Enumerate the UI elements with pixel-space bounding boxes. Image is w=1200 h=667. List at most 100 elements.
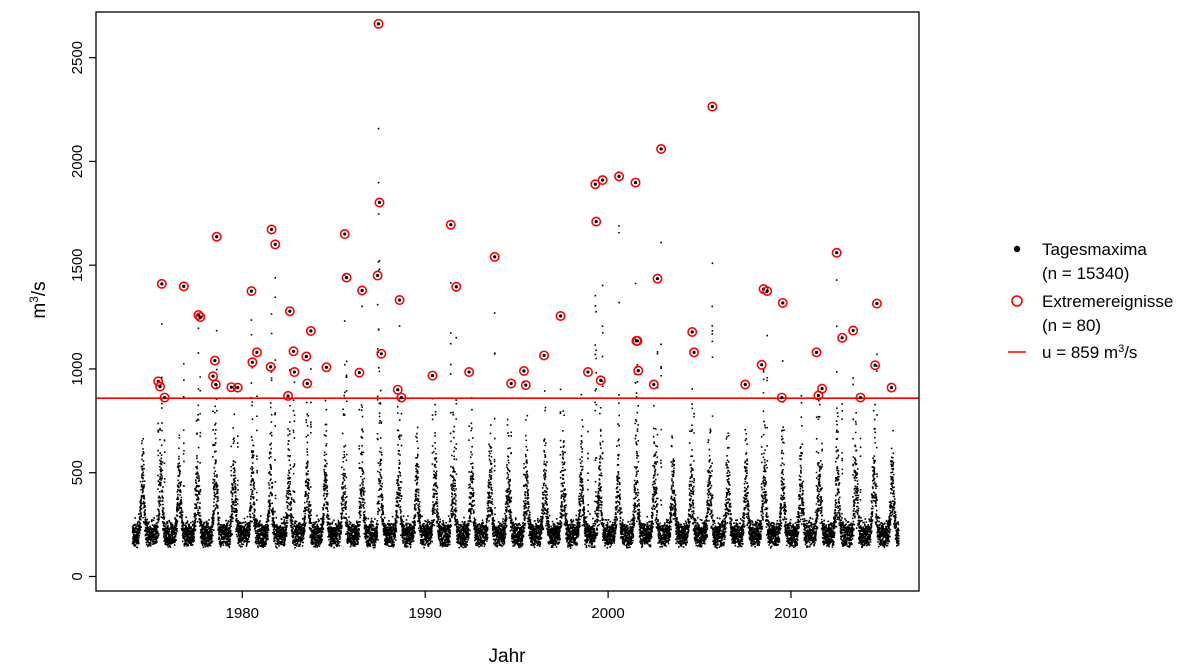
extreme-point [246, 286, 257, 297]
extreme-point [283, 390, 294, 401]
extreme-point-dot [522, 369, 526, 373]
extreme-point-dot [215, 235, 219, 239]
extreme-point-dot [291, 349, 296, 353]
extreme-point-dot [840, 336, 844, 340]
extreme-point [321, 362, 332, 373]
extreme-point-dot [236, 386, 240, 390]
extreme-point-dot [162, 395, 167, 400]
extreme-point [489, 251, 500, 262]
extreme-point [652, 273, 663, 284]
extreme-point [777, 297, 788, 308]
extreme-point-dot [360, 288, 364, 293]
extreme-point-dot [198, 315, 202, 319]
extreme-point-dot [213, 359, 217, 363]
extreme-point-dot [586, 370, 590, 374]
extreme-point [288, 346, 299, 357]
y-tick-label: 2000 [69, 145, 86, 178]
extreme-point [354, 367, 365, 378]
y-axis-title-tail: /s [29, 281, 50, 296]
y-axis-title-base: m [29, 303, 50, 319]
extreme-point [776, 392, 787, 403]
extreme-point [886, 382, 897, 393]
extreme-point-dot [250, 360, 254, 364]
extreme-point [870, 360, 881, 371]
extreme-point [597, 175, 608, 186]
extreme-point [464, 367, 475, 378]
extreme-point [855, 392, 866, 403]
extreme-point-dot [343, 232, 347, 236]
extreme-point [193, 309, 204, 320]
extreme-point [284, 306, 295, 317]
extreme-point-dot [211, 374, 215, 378]
extreme-point-dot [509, 381, 513, 386]
extreme-point-dot [309, 329, 313, 333]
extreme-point-dot [255, 350, 259, 354]
extreme-point [591, 216, 602, 227]
extreme-point-dot [229, 385, 233, 389]
extreme-point-dot [376, 273, 380, 278]
extreme-point [270, 239, 281, 250]
extreme-point [687, 327, 698, 338]
extreme-point [689, 347, 700, 358]
x-axis: 1980 1990 2000 2010 [226, 591, 808, 622]
extreme-point-dot [617, 174, 621, 178]
extreme-point [445, 219, 456, 230]
extreme-point-dot [449, 223, 453, 227]
x-tick-label: 2000 [591, 605, 624, 622]
extreme-point [178, 281, 189, 292]
extreme-point [394, 295, 405, 306]
extreme-point-dot [765, 289, 769, 293]
extreme-point [630, 177, 641, 188]
extreme-point [506, 378, 517, 389]
legend: Tagesmaxima (n = 15340) Extremereignisse… [1008, 240, 1173, 362]
extreme-point-dot [816, 393, 821, 398]
extreme-point [632, 335, 643, 346]
extreme-point [195, 312, 206, 323]
extreme-point-dot [292, 370, 297, 374]
extreme-point [848, 325, 859, 336]
extreme-point [582, 367, 593, 378]
extreme-point-dot [305, 381, 309, 386]
extreme-point-dot [593, 182, 597, 186]
extreme-point-dot [652, 382, 656, 387]
extreme-point [153, 376, 164, 387]
y-axis-title-exponent: 3 [27, 296, 41, 303]
extreme-point-dot [558, 314, 563, 318]
extreme-point-dot [304, 354, 308, 359]
extreme-point [396, 392, 407, 403]
extreme-point [740, 379, 751, 390]
extreme-point-dot [430, 373, 435, 378]
extreme-point-dot [273, 242, 277, 247]
legend-threshold-suffix: /s [1124, 343, 1137, 362]
extreme-point [155, 381, 166, 392]
legend-extreme-count: (n = 80) [1042, 316, 1101, 335]
extreme-point [226, 382, 237, 393]
extreme-point-dot [636, 369, 640, 373]
extreme-point-dot [851, 328, 855, 333]
extreme-point-dot [324, 365, 329, 369]
extreme-point-dot [889, 386, 894, 390]
extreme-point [374, 197, 385, 208]
extreme-point [339, 229, 350, 240]
extreme-point [648, 379, 659, 390]
extreme-point-dot [835, 251, 839, 255]
extreme-point [595, 375, 606, 386]
extreme-point-dot [710, 105, 714, 109]
extreme-point [305, 325, 316, 336]
legend-extreme-symbol [1011, 295, 1023, 307]
legend-threshold-exponent: 3 [1118, 343, 1124, 355]
extreme-point-dot [524, 383, 528, 387]
extreme-point-dot [454, 285, 458, 289]
extreme-point [302, 378, 313, 389]
extreme-point [341, 272, 352, 283]
extreme-point-dot [379, 352, 383, 356]
extreme-point-dot [286, 394, 290, 398]
extreme-point-dot [690, 330, 694, 334]
extreme-point-dot [655, 277, 660, 281]
extreme-point-dot [182, 284, 186, 288]
extreme-point-dot [493, 255, 497, 259]
legend-threshold-prefix: u = 859 m [1042, 343, 1118, 362]
legend-threshold-label: u = 859 m3/s [1042, 343, 1137, 362]
